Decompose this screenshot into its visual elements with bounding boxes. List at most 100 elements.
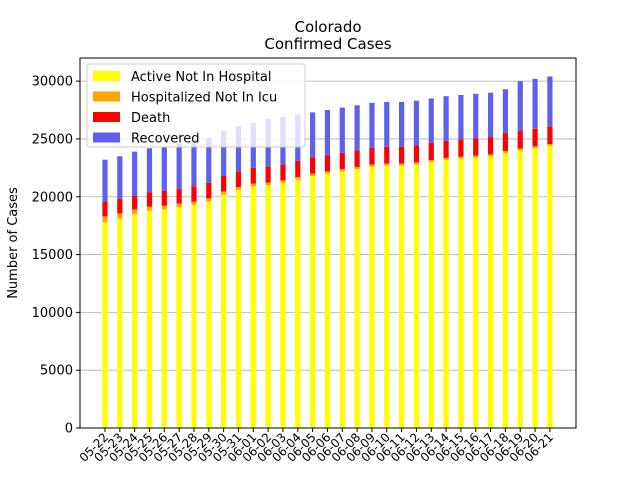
bar-segment (458, 158, 464, 428)
bar-segment (117, 213, 123, 219)
bar-segment (369, 102, 375, 148)
bar-segment (324, 155, 331, 172)
legend: Active Not In Hospital Hospitalized Not I… (86, 63, 306, 148)
bar-segment (443, 140, 449, 158)
bar-segment (176, 203, 182, 208)
bar-segment (132, 214, 138, 428)
chart-title: Colorado (294, 18, 361, 36)
bar-segment (487, 156, 494, 428)
bar-segment (265, 166, 271, 183)
bar-segment (428, 98, 434, 143)
bar-segment (146, 206, 153, 211)
bar-segment (161, 205, 167, 210)
bar-segment (339, 169, 345, 172)
bar-segment (502, 89, 509, 134)
legend-label: Active Not In Hospital (131, 70, 272, 85)
bar-segment (354, 166, 360, 169)
legend-box (86, 63, 306, 148)
bar-segment (221, 130, 227, 176)
bar-segment (532, 146, 538, 149)
bar-segment (458, 156, 464, 159)
bar-segment (399, 165, 405, 428)
bar-segment (517, 81, 523, 132)
bar-segment (458, 95, 464, 140)
bar-segment (146, 148, 153, 193)
bar-segment (250, 167, 256, 184)
y-tick-label: 0 (65, 422, 73, 437)
bar-segment (369, 166, 375, 428)
bar-segment (413, 145, 420, 163)
bar-segment (547, 144, 553, 146)
legend-swatch (93, 132, 120, 143)
bar-segment (102, 201, 108, 217)
bar-segment (354, 150, 360, 167)
bar-segment (280, 164, 286, 181)
bar-segment (310, 173, 316, 176)
legend-swatch (93, 91, 120, 102)
y-axis: 0 5000 10000 15000 20000 25000 30000 (32, 75, 80, 437)
legend-label: Death (131, 111, 170, 126)
bar-segment (547, 145, 553, 428)
bar-segment (235, 126, 242, 172)
bar-segment (161, 147, 167, 191)
bar-segment (428, 160, 434, 163)
bar-segment (206, 137, 212, 183)
bar-segment (161, 209, 167, 428)
bar-segment (176, 188, 182, 204)
bar-segment (132, 209, 138, 215)
bar-segment (235, 189, 242, 428)
legend-label: Recovered (131, 132, 200, 147)
bar-segment (399, 163, 405, 166)
bar-segment (295, 177, 301, 180)
bar-segment (487, 137, 494, 155)
bar-segment (206, 182, 212, 199)
bar-segment (413, 164, 420, 428)
bar-segment (235, 187, 242, 190)
chart-subtitle: Confirmed Cases (264, 35, 391, 53)
bar-segment (295, 160, 301, 178)
bar-segment (487, 92, 494, 138)
bar-segment (117, 156, 123, 200)
y-tick-label: 15000 (32, 248, 73, 263)
bar-segment (324, 171, 331, 174)
bar-segment (265, 185, 271, 428)
bar-segment (221, 191, 227, 195)
bar-segment (443, 159, 449, 428)
bar-segment (517, 150, 523, 428)
bar-segment (161, 190, 167, 206)
bar-segment (265, 182, 271, 186)
plot-frame (79, 57, 577, 429)
bar-segment (384, 146, 390, 164)
bar-segment (102, 159, 108, 202)
bar-segment (324, 173, 331, 428)
bar-segment (354, 105, 360, 151)
bar-segment (473, 157, 479, 428)
bar-segment (384, 163, 390, 166)
bar-segment (384, 101, 390, 147)
bar-segment (532, 128, 538, 147)
bar-segment (428, 142, 434, 161)
bar-segment (354, 169, 360, 428)
bar-segment (473, 93, 479, 139)
bar-segment (428, 162, 434, 428)
bar-segment (146, 210, 153, 428)
bar-segment (132, 151, 138, 196)
bar-segment (191, 186, 197, 202)
bar-segment (532, 148, 538, 428)
bar-segment (339, 107, 345, 153)
bar-segment (473, 155, 479, 158)
bar-segment (221, 175, 227, 192)
bar-segment (206, 198, 212, 202)
y-tick-label: 5000 (40, 364, 73, 379)
bar-segment (280, 180, 286, 183)
bar-segment (191, 141, 197, 187)
bar-segment (102, 216, 108, 223)
bar-segment (250, 183, 256, 187)
bar-segment (191, 204, 197, 428)
bar-segment (502, 133, 509, 151)
bar-segment (369, 164, 375, 167)
bar-segment (295, 179, 301, 428)
y-axis-label: Number of Cases (6, 187, 21, 299)
bar-segment (413, 100, 420, 146)
